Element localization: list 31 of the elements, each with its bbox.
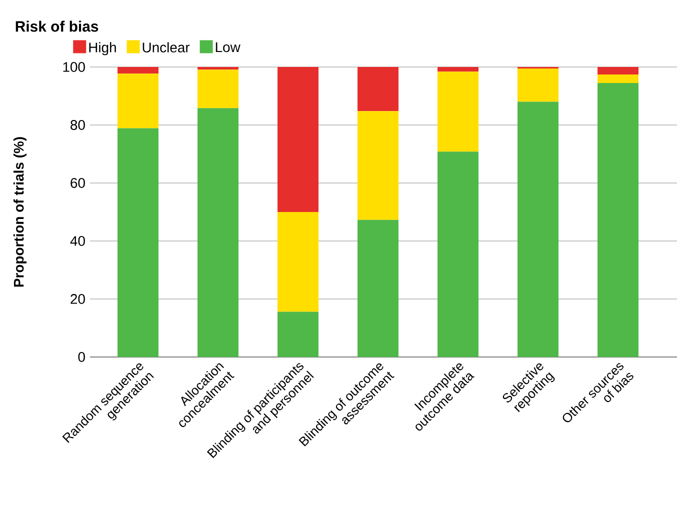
bar — [358, 66, 398, 112]
y-tick-label: 40 — [70, 236, 85, 246]
bar — [358, 111, 398, 220]
bar — [598, 82, 639, 357]
y-tick-label: 20 — [70, 294, 85, 304]
bar — [278, 66, 318, 212]
legend-label: Unclear — [142, 42, 190, 52]
bar — [438, 152, 479, 357]
bar — [198, 70, 238, 108]
bar — [278, 212, 318, 312]
bar — [358, 220, 398, 357]
y-axis-title: Proportion of trials (%) — [13, 137, 26, 287]
y-tick-label: 80 — [70, 120, 85, 130]
y-tick-label: 100 — [63, 62, 85, 72]
legend-label: Low — [216, 42, 240, 52]
bar — [598, 66, 639, 75]
legend-title: Risk of bias — [16, 20, 98, 32]
bar — [118, 66, 158, 74]
bar — [198, 108, 238, 357]
bar — [198, 66, 238, 70]
legend-label: High — [89, 42, 116, 56]
bar — [278, 312, 318, 357]
bar — [118, 128, 158, 357]
y-tick-label: 60 — [70, 178, 85, 188]
y-tick-label: 0 — [78, 352, 85, 362]
bar — [598, 74, 639, 83]
bar — [438, 72, 479, 152]
bar — [118, 74, 158, 128]
bar — [438, 66, 479, 72]
bar — [518, 102, 559, 357]
bar — [518, 68, 559, 102]
